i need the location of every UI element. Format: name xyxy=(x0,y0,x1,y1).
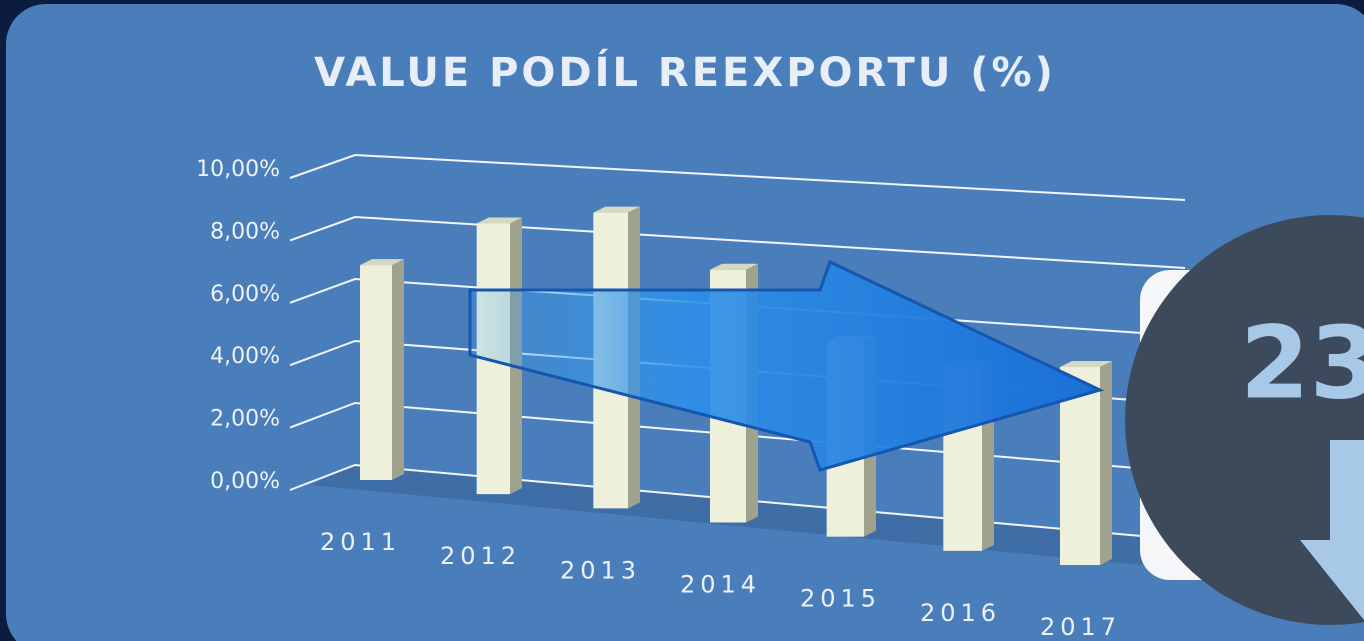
bar-side xyxy=(1100,361,1112,565)
y-tick-label: 6,00% xyxy=(210,282,280,307)
page: VALUE PODÍL REEXPORTU (%) 23 0,00% 2,00% 4… xyxy=(0,0,1364,641)
x-tick-label: 2014 xyxy=(680,571,761,599)
chart: VALUE PODÍL REEXPORTU (%) 23 0,00% 2,00% 4… xyxy=(0,0,1364,641)
x-tick-label: 2013 xyxy=(560,556,641,584)
x-tick-label: 2011 xyxy=(320,528,401,556)
chart-title: VALUE PODÍL REEXPORTU (%) xyxy=(314,48,1056,96)
x-tick-label: 2017 xyxy=(1040,613,1121,641)
x-tick-label: 2012 xyxy=(440,542,521,570)
y-tick-label: 10,00% xyxy=(196,157,280,182)
bar xyxy=(360,259,404,480)
y-tick-label: 4,00% xyxy=(210,344,280,369)
y-tick-label: 0,00% xyxy=(210,469,280,494)
x-tick-label: 2015 xyxy=(800,585,881,613)
x-tick-label: 2016 xyxy=(920,599,1001,627)
bar-front xyxy=(360,265,392,480)
y-tick-label: 8,00% xyxy=(210,219,280,244)
y-tick-label: 2,00% xyxy=(210,407,280,432)
bar-side xyxy=(392,259,404,480)
badge-number: 23 xyxy=(1240,304,1364,421)
